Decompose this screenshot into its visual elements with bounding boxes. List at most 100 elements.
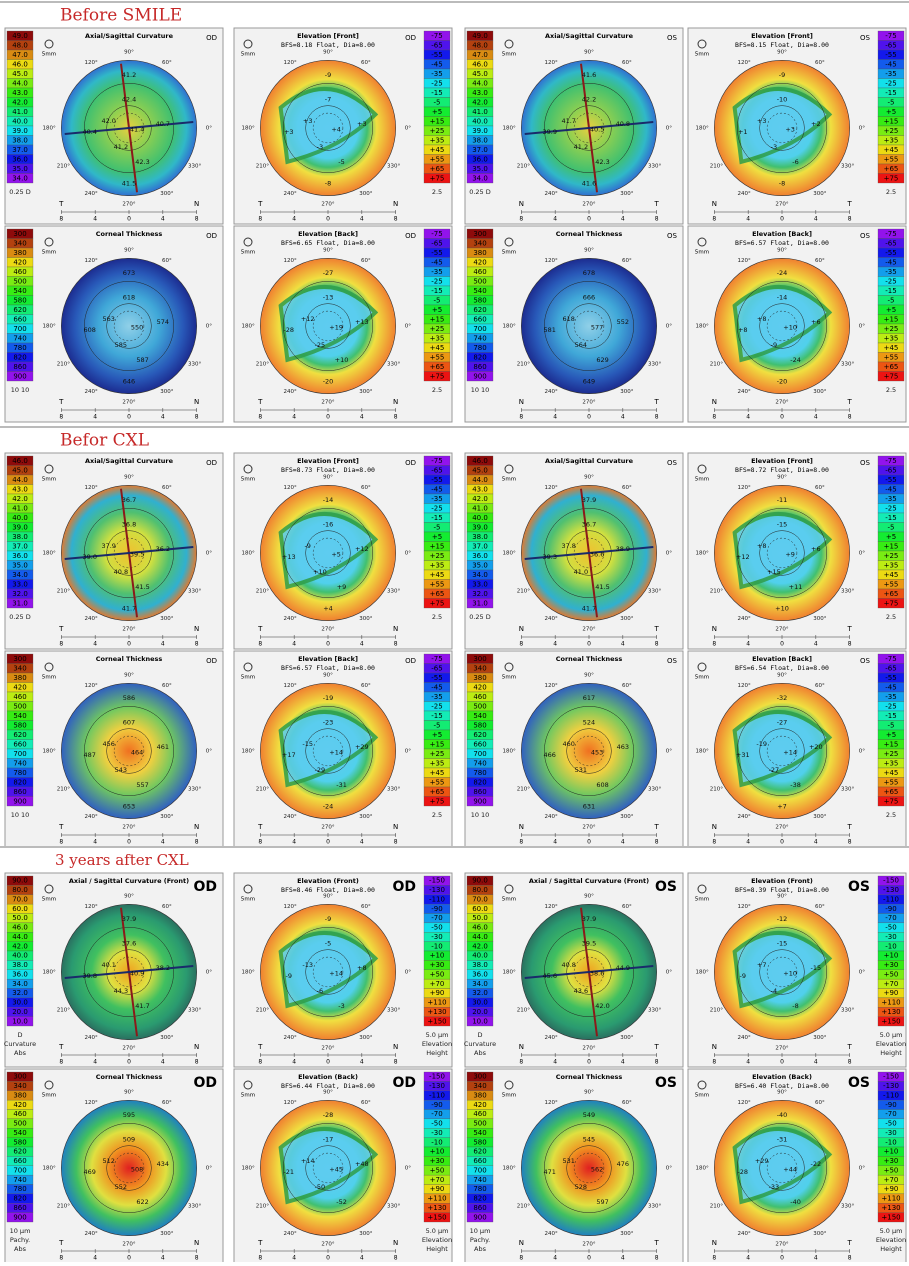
scale-label: -50: [431, 1120, 442, 1128]
scale-label: 540: [13, 712, 26, 720]
scale-label: +110: [881, 999, 900, 1007]
zoom-label: 5mm: [695, 1093, 709, 1099]
topography-panel: 49.048.0 47.046.0 45.044.0 43.042.0 41.040.0…: [464, 27, 684, 225]
map-ring: [84, 281, 174, 371]
scale-label: -65: [885, 664, 896, 672]
map-value: +6: [811, 318, 821, 326]
ruler-label: 4: [814, 839, 818, 846]
map-value: 36.7: [582, 521, 596, 529]
ruler-label: 4: [553, 641, 557, 648]
zoom-label: 5mm: [695, 52, 709, 58]
map-value: -33: [769, 1183, 780, 1191]
scale-label: +70: [884, 1176, 899, 1184]
map-value: -32: [777, 694, 788, 702]
eye-label: OS: [860, 34, 871, 42]
angle-label: 0°: [859, 749, 865, 755]
scale-label: -5: [434, 721, 441, 729]
map-value: -8: [792, 1002, 798, 1010]
zoom-label: 5mm: [502, 675, 516, 681]
angle-label: 330°: [387, 361, 400, 367]
angle-label: 240°: [283, 191, 296, 197]
angle-label: 210°: [710, 786, 723, 792]
map-value: +48: [355, 1160, 369, 1168]
angle-label: 240°: [544, 1231, 557, 1237]
map-value: +8: [738, 326, 748, 334]
map-value: -38: [790, 781, 801, 789]
ruler-label: 4: [93, 641, 97, 648]
angle-label: 60°: [361, 258, 371, 264]
map-value: +12: [355, 545, 369, 553]
scale-label: 540: [13, 1129, 26, 1137]
eye-label: OD: [193, 1075, 217, 1091]
scale-label: +110: [427, 999, 446, 1007]
map-value: 629: [596, 356, 608, 364]
scale-label: 39.0: [472, 127, 488, 135]
map-value: 41.7: [135, 1002, 149, 1010]
scale-label: -150: [429, 1073, 445, 1081]
map-value: 42.3: [595, 158, 609, 166]
map-value: +2: [811, 120, 821, 128]
side-label: N: [519, 1239, 524, 1247]
scale-label: -25: [885, 504, 896, 512]
ruler-label: 4: [292, 414, 296, 421]
side-label: N: [519, 1043, 524, 1051]
scale-label: -5: [888, 721, 895, 729]
scale-note: Height: [426, 1049, 448, 1057]
scale-label: 41.0: [12, 504, 28, 512]
map-ring: [737, 508, 827, 598]
map-ring: [759, 1145, 805, 1191]
scale-label: 36.0: [12, 155, 28, 163]
pupil-ring: [573, 1152, 605, 1184]
map-value: +9: [785, 550, 795, 558]
angle-label: 300°: [813, 616, 826, 622]
panel-title: Elevation (Back): [752, 1073, 812, 1081]
scale-note: Abs: [474, 1049, 487, 1057]
scale-label: +15: [430, 542, 445, 550]
map-value: 44.9: [616, 964, 630, 972]
pupil-ring: [113, 112, 145, 144]
scale-label: +55: [884, 778, 899, 786]
side-label: N: [194, 1043, 199, 1051]
map-value: 41.2: [574, 143, 588, 151]
map-value: -6: [317, 987, 323, 995]
angle-label: 180°: [696, 551, 709, 557]
angle-label: 270°: [775, 1241, 788, 1247]
scale-label: +45: [884, 146, 899, 154]
panel-title: Elevation (Front): [751, 877, 813, 885]
scale-label: +75: [430, 599, 445, 607]
scale-label: 740: [473, 759, 486, 767]
map-value: 41.7: [122, 604, 136, 612]
scale-label: 34.0: [12, 571, 28, 579]
scale-label: -65: [885, 239, 896, 247]
section-title: Befor CXL: [60, 431, 149, 451]
topography-panel: -150-130-110-90-70-50-30-10+10+30+50+70+…: [687, 1068, 907, 1264]
scale-label: +75: [884, 599, 899, 607]
map-value: 673: [123, 269, 135, 277]
scale-label: 820: [13, 778, 26, 786]
scale-swatch: [423, 173, 451, 184]
scale-label: 540: [473, 287, 486, 295]
scale-label: 300: [473, 1073, 486, 1081]
pupil-ring: [312, 1152, 344, 1184]
angle-label: 210°: [517, 361, 530, 367]
scale-label: -25: [431, 79, 442, 87]
ruler-label: 8: [394, 839, 398, 846]
map-ring: [305, 303, 351, 349]
angle-label: 300°: [620, 616, 633, 622]
scale-label: -15: [431, 89, 442, 97]
side-label: N: [194, 625, 199, 633]
zoom-icon: [44, 662, 54, 672]
angle-label: 60°: [162, 258, 172, 264]
angle-label: 0°: [206, 749, 212, 755]
scale-label: 42.0: [12, 98, 28, 106]
map-ring: [566, 728, 612, 774]
ruler-label: 0: [127, 1255, 131, 1262]
map-value: -16: [323, 521, 334, 529]
angle-label: 60°: [162, 60, 172, 66]
scale-label: -75: [885, 457, 896, 465]
angle-label: 210°: [710, 588, 723, 594]
ruler-label: 4: [553, 414, 557, 421]
scale-label: 900: [473, 1213, 486, 1221]
angle-label: 210°: [57, 1007, 70, 1013]
